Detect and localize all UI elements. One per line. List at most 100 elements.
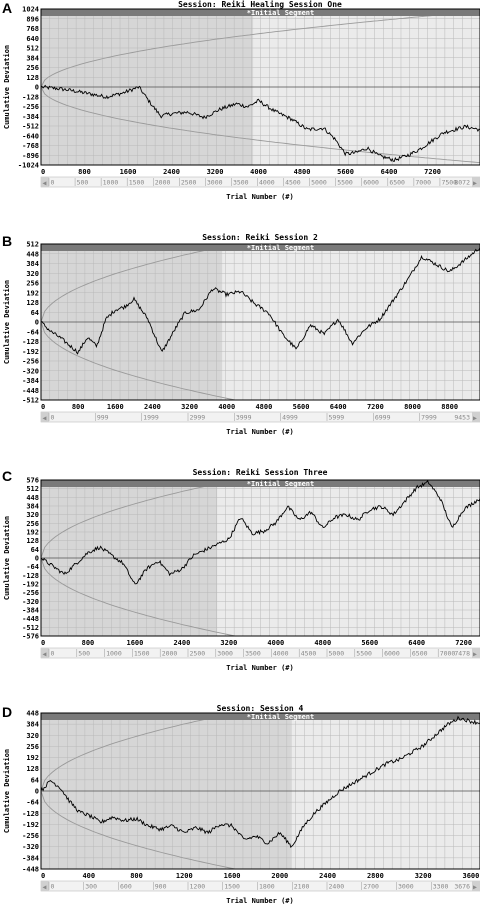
panel-b-xtick-label: 5600 — [293, 403, 310, 411]
panel-a-scroll-right-arrow: ▶ — [473, 179, 477, 187]
panel-d-ytick-label: -256 — [22, 832, 39, 840]
panel-d-ytick-label: 320 — [26, 732, 39, 740]
panel-b-ytick-label: -320 — [22, 367, 39, 375]
panel-b-sub-label: 4999 — [282, 414, 298, 422]
panel-a-ytick-label: -1024 — [18, 162, 39, 170]
panel-d-xtick-label: 2400 — [319, 872, 336, 880]
panel-b-sub-label: 3999 — [236, 414, 252, 422]
panel-c-ytick-label: 64 — [31, 546, 39, 554]
panel-b-segment-bar — [41, 244, 480, 251]
panel-c-sub-label: 7000 — [440, 650, 456, 658]
panel-a-xtick-label: 0 — [41, 168, 45, 176]
panel-b-ytick-label: 384 — [26, 260, 39, 268]
panel-c-xtick-label: 6400 — [408, 639, 425, 647]
panel-c-xtick-label: 7200 — [455, 639, 472, 647]
panel-d-ytick-label: -384 — [22, 854, 39, 862]
panel-d-ytick-label: -320 — [22, 843, 39, 851]
panel-d-segment-bar — [41, 713, 480, 720]
panel-d-xtick-label: 3200 — [415, 872, 432, 880]
panel-d-sub-label: 3300 — [433, 883, 449, 891]
panel-c-ytick-label: 192 — [26, 529, 39, 537]
panel-c-ytick-label: -64 — [26, 563, 39, 571]
panel-d-sub-end-label: 3676 — [454, 883, 470, 891]
panel-a-sub-label: 0 — [51, 179, 55, 187]
panel-a-sub-label: 5500 — [337, 179, 353, 187]
panel-c-sub-label: 1500 — [134, 650, 150, 658]
panel-a-sub-label: 7500 — [441, 179, 457, 187]
panel-a-ytick-label: 768 — [26, 25, 39, 33]
panel-d-scroll-left-arrow: ◀ — [43, 883, 47, 891]
panel-a-sub-label: 1000 — [103, 179, 119, 187]
panel-a-xlabel: Trial Number (#) — [226, 193, 293, 201]
panel-a-xtick-label: 4800 — [294, 168, 311, 176]
panel-b-xtick-label: 8800 — [441, 403, 458, 411]
panel-a-sub-label: 3000 — [207, 179, 223, 187]
panel-c-ytick-label: -384 — [22, 607, 39, 615]
panel-c-sub-label: 2000 — [162, 650, 178, 658]
panel-a-sub-label: 4000 — [259, 179, 275, 187]
panel-a-sub-label: 500 — [77, 179, 89, 187]
panel-c-letter: C — [2, 468, 12, 484]
panel-d-ytick-label: -128 — [22, 810, 39, 818]
panel-d-ytick-label: 256 — [26, 743, 39, 751]
panel-c-ytick-label: 384 — [26, 503, 39, 511]
panel-b-ytick-label: -448 — [22, 387, 39, 395]
panel-b-ytick-label: 64 — [31, 309, 39, 317]
panel-a-ytick-label: -384 — [22, 113, 39, 121]
panel-c-ytick-label: 448 — [26, 494, 39, 502]
panel-c-scroll-right-arrow: ▶ — [473, 650, 477, 658]
panel-c-ytick-label: -448 — [22, 615, 39, 623]
panel-d-scroll-right — [472, 881, 480, 891]
panel-d-ytick-label: -192 — [22, 821, 39, 829]
panel-d-xtick-label: 400 — [82, 872, 95, 880]
panel-a-ytick-label: 512 — [26, 45, 39, 53]
panel-c-series-line — [40, 479, 480, 585]
panel-d-ytick-label: 192 — [26, 754, 39, 762]
panel-b-ytick-label: -192 — [22, 348, 39, 356]
panel-a-ytick-label: 384 — [26, 54, 39, 62]
panel-a-sub-label: 7000 — [415, 179, 431, 187]
panel-a-ytick-label: -512 — [22, 123, 39, 131]
panel-b-ylabel: Cumulative Deviation — [3, 280, 11, 364]
panel-c-ytick-label: 576 — [26, 477, 39, 485]
panel-d-sub-label: 2100 — [294, 883, 310, 891]
panel-a-ytick-label: -128 — [22, 93, 39, 101]
panel-c-scroll-left-arrow: ◀ — [43, 650, 47, 658]
panel-a-sub-label: 1500 — [129, 179, 145, 187]
panel-c-segment-bar — [41, 480, 480, 487]
panel-a-ytick-label: -768 — [22, 142, 39, 150]
panel-c-xlabel: Trial Number (#) — [226, 664, 293, 672]
panel-a-letter: A — [2, 0, 12, 16]
panel-d-ytick-label: -448 — [22, 866, 39, 874]
panel-d-ylabel: Cumulative Deviation — [3, 749, 11, 833]
panel-a-xtick-label: 5600 — [337, 168, 354, 176]
panel-b-xtick-label: 6400 — [330, 403, 347, 411]
panel-c-xtick-label: 0 — [41, 639, 45, 647]
panel-a-ytick-label: 640 — [26, 35, 39, 43]
panel-c-sub-label: 0 — [51, 650, 55, 658]
panel-b-ytick-label: 128 — [26, 299, 39, 307]
panel-d-ytick-label: -64 — [26, 799, 39, 807]
panel-d-sub-label: 300 — [85, 883, 97, 891]
panel-d-scroll-right-arrow: ▶ — [473, 883, 477, 891]
panel-a-xtick-label: 4000 — [250, 168, 267, 176]
panel-b-xtick-label: 4000 — [218, 403, 235, 411]
panel-c-xtick-label: 4800 — [314, 639, 331, 647]
panel-b-ytick-label: -512 — [22, 397, 39, 405]
panel-b-sub-label: 0 — [51, 414, 55, 422]
panel-a-xtick-label: 2400 — [163, 168, 180, 176]
panel-d-sub-label: 900 — [155, 883, 167, 891]
panel-a-ytick-label: 0 — [35, 84, 39, 92]
panel-a-ytick-label: -256 — [22, 103, 39, 111]
panel-c-segment-label: *Initial Segment — [247, 480, 314, 488]
panel-b-scroll-right-arrow: ▶ — [473, 414, 477, 422]
panel-c-ytick-label: 320 — [26, 511, 39, 519]
panel-b-sub-label: 7999 — [421, 414, 437, 422]
panel-c-ytick-label: 128 — [26, 537, 39, 545]
panel-b-xtick-label: 8000 — [404, 403, 421, 411]
panel-b-xtick-label: 800 — [72, 403, 85, 411]
panel-b-sub-label: 1999 — [143, 414, 159, 422]
panel-a-xtick-label: 3200 — [207, 168, 224, 176]
panel-c-ytick-label: 0 — [35, 555, 39, 563]
